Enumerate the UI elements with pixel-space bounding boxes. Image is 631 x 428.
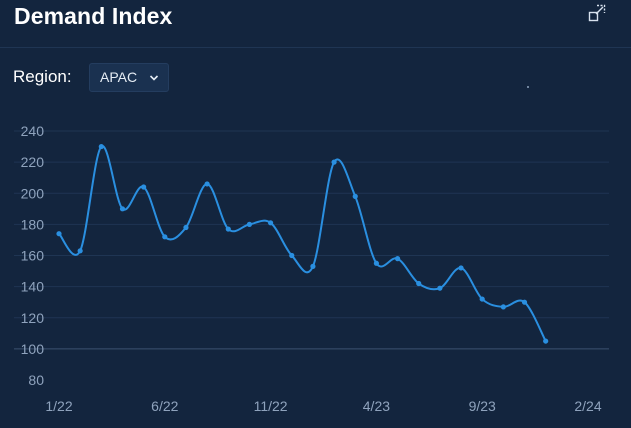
data-point[interactable] xyxy=(352,193,358,199)
data-point[interactable] xyxy=(373,260,379,266)
stray-dot xyxy=(527,86,529,88)
data-point[interactable] xyxy=(77,248,83,254)
y-tick-label: 240 xyxy=(21,123,45,139)
data-point[interactable] xyxy=(246,221,253,227)
data-point[interactable] xyxy=(204,181,210,187)
data-point[interactable] xyxy=(310,263,316,269)
data-point[interactable] xyxy=(119,206,126,212)
x-tick-label: 9/23 xyxy=(469,398,496,414)
data-point[interactable] xyxy=(56,231,62,237)
x-tick-label: 4/23 xyxy=(363,398,390,414)
region-selected-value: APAC xyxy=(100,69,138,85)
x-tick-label: 11/22 xyxy=(254,398,288,414)
y-tick-label: 80 xyxy=(28,372,44,388)
y-tick-label: 120 xyxy=(21,310,45,326)
grid-lines xyxy=(14,130,609,350)
data-point[interactable] xyxy=(521,299,528,305)
y-axis-ticks: 80 100 120 140 160 180 200 220 240 xyxy=(21,123,45,388)
data-point[interactable] xyxy=(98,143,104,150)
expand-icon[interactable] xyxy=(588,4,606,22)
series-line-layer xyxy=(58,145,547,342)
x-tick-label: 6/22 xyxy=(151,398,178,414)
y-tick-label: 140 xyxy=(21,279,45,295)
data-point[interactable] xyxy=(268,220,274,226)
y-tick-label: 100 xyxy=(21,341,45,357)
data-point[interactable] xyxy=(479,296,485,302)
series-line xyxy=(58,145,547,342)
x-tick-label: 1/22 xyxy=(45,398,72,414)
data-point[interactable] xyxy=(458,265,464,271)
region-dropdown[interactable]: APAC xyxy=(89,63,169,92)
data-point[interactable] xyxy=(289,252,295,259)
data-point[interactable] xyxy=(500,304,506,310)
chevron-down-icon xyxy=(149,75,159,81)
region-label: Region: xyxy=(13,67,72,86)
x-axis-ticks: 1/22 6/22 11/22 4/23 9/23 2/24 xyxy=(45,398,601,414)
data-point[interactable] xyxy=(437,285,443,291)
y-tick-label: 220 xyxy=(21,154,45,170)
y-tick-label: 180 xyxy=(21,216,45,232)
data-point[interactable] xyxy=(225,226,231,232)
y-tick-label: 200 xyxy=(21,185,45,201)
data-point[interactable] xyxy=(141,184,147,190)
panel-title: Demand Index xyxy=(14,3,173,29)
series-points xyxy=(56,143,549,344)
data-point[interactable] xyxy=(331,159,337,165)
y-tick-label: 160 xyxy=(21,248,45,264)
data-point[interactable] xyxy=(162,234,168,240)
header-divider xyxy=(0,47,631,48)
data-point[interactable] xyxy=(543,338,549,344)
data-point[interactable] xyxy=(183,224,189,231)
x-tick-label: 2/24 xyxy=(574,398,601,414)
data-point[interactable] xyxy=(416,280,422,287)
data-point[interactable] xyxy=(394,256,401,262)
